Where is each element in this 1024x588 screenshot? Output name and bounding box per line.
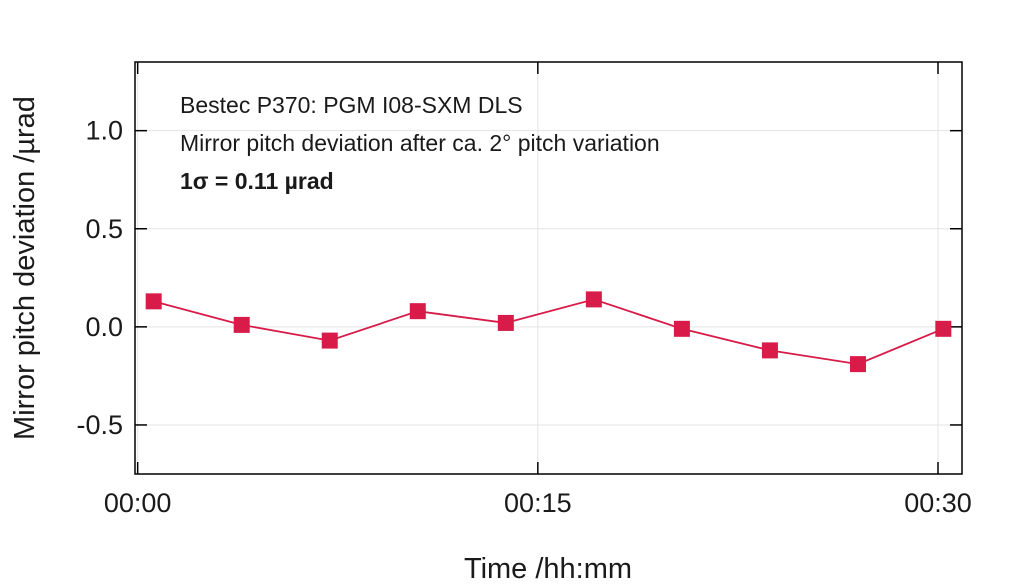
x-axis-label: Time /hh:mm [464, 553, 632, 585]
series-line [153, 298, 944, 366]
data-point [761, 342, 778, 359]
annotation-block: Bestec P370: PGM I08-SXM DLS Mirror pitc… [180, 92, 660, 194]
annotation-line-2: Mirror pitch deviation after ca. 2° pitc… [180, 130, 660, 156]
annotation-line-3: 1σ = 0.11 µrad [180, 168, 334, 194]
data-point [233, 316, 250, 333]
y-axis-label: Mirror pitch deviation /µrad [9, 96, 41, 440]
data-point [585, 291, 602, 308]
data-point [145, 293, 162, 310]
y-tick-label: -0.5 [76, 410, 123, 440]
data-point [849, 356, 866, 373]
axis-ticks [135, 62, 962, 474]
y-tick-label: 1.0 [85, 116, 123, 146]
x-tick-label: 00:00 [104, 488, 172, 518]
x-tick-label: 00:15 [504, 488, 572, 518]
y-tick-label: 0.0 [85, 312, 123, 342]
series-layer [145, 291, 952, 373]
grid-lines [135, 62, 962, 474]
x-tick-label: 00:30 [904, 488, 972, 518]
y-tick-label: 0.5 [85, 214, 123, 244]
plot-frame [134, 61, 963, 475]
data-point [321, 332, 338, 349]
data-point [673, 320, 690, 337]
data-point [935, 320, 952, 337]
annotation-line-1: Bestec P370: PGM I08-SXM DLS [180, 92, 523, 118]
data-point [497, 314, 514, 331]
data-point [409, 303, 426, 320]
